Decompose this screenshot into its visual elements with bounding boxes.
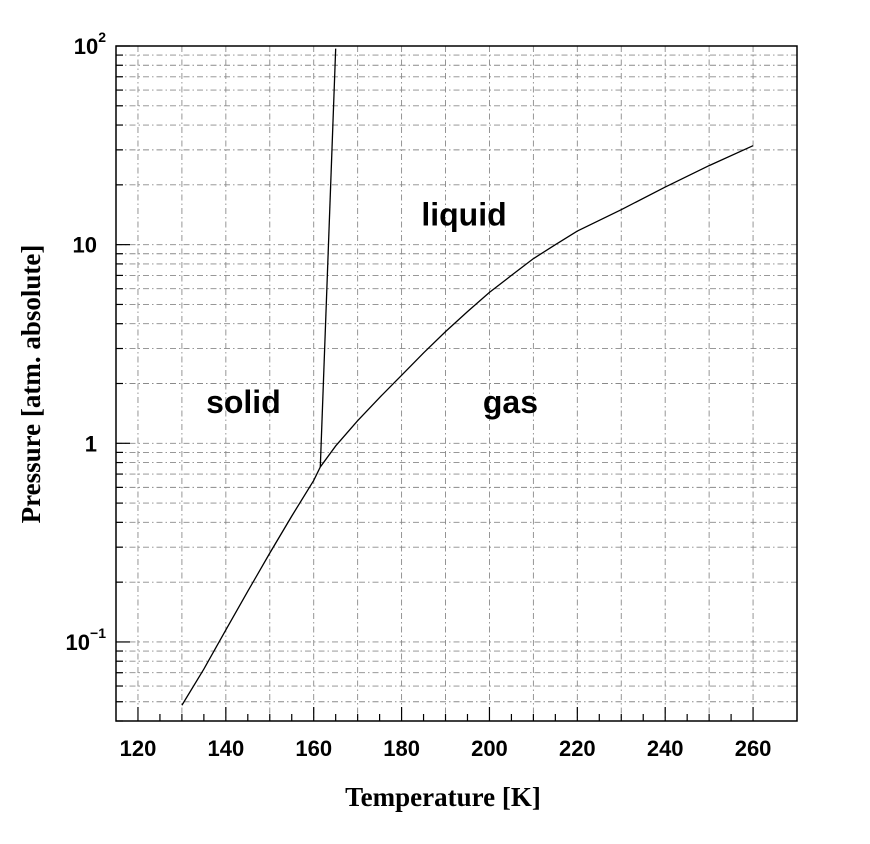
y-tick-label: 1 [85,431,97,456]
x-tick-label: 260 [735,736,772,761]
vapor-pressure-curve [181,145,754,706]
y-tick-label: 10−1 [66,625,107,655]
x-tick-label: 240 [647,736,684,761]
y-tick-labels: 10−1 1 10 102 [66,29,107,655]
x-tick-label: 140 [207,736,244,761]
phase-curves [181,48,754,706]
x-tick-label: 160 [295,736,332,761]
x-axis-title: Temperature [K] [345,782,541,812]
x-tick-label: 200 [471,736,508,761]
x-tick-label: 180 [383,736,420,761]
melting-curve [319,48,337,468]
x-tick-label: 120 [120,736,157,761]
y-tick-label: 10 [73,233,97,258]
axis-ticks [116,45,754,722]
y-axis-title: Pressure [atm. absolute] [16,245,46,524]
region-label-solid: solid [206,384,281,420]
region-labels: solid liquid gas [206,196,538,420]
x-tick-label: 220 [559,736,596,761]
y-tick-label: 102 [74,29,106,59]
region-label-liquid: liquid [421,196,506,232]
region-label-gas: gas [483,384,538,420]
grid-lines [116,46,797,722]
x-tick-labels: 120 140 160 180 200 220 240 260 [120,736,772,761]
